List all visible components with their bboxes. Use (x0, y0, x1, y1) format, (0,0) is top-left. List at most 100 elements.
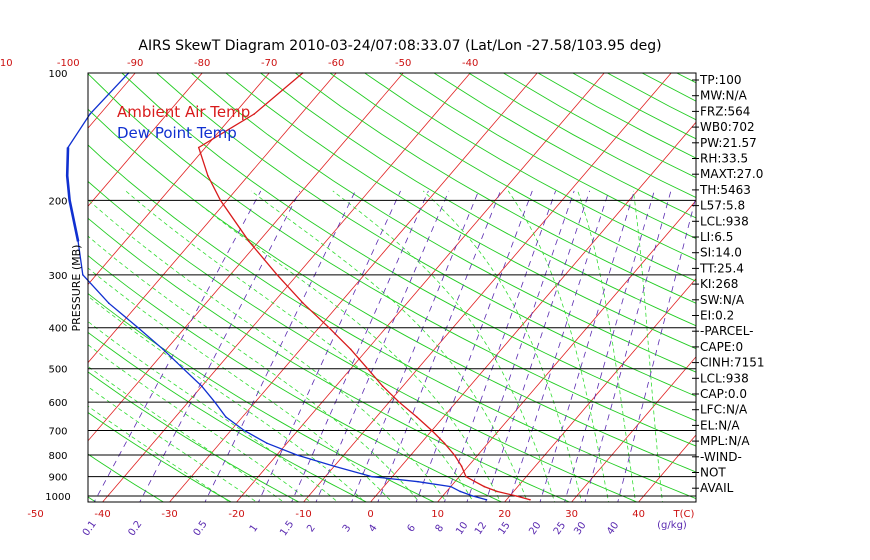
top-temp-tick: -70 (261, 58, 277, 69)
isotherm-line (88, 73, 203, 207)
grid-layer (0, 73, 870, 503)
index-label: RH:33.5 (700, 152, 748, 166)
temperature-point (328, 326, 330, 329)
dry-adiabat (121, 73, 696, 422)
dry-adiabat (88, 496, 97, 502)
bottom-temp-tick: 10 (431, 509, 444, 520)
index-label: LCL:938 (700, 371, 749, 385)
temperature-profile (197, 72, 531, 501)
moist-adiabat (88, 386, 258, 502)
pressure-tick-label: 300 (48, 271, 67, 282)
isobars (88, 199, 696, 497)
mixing-ratio-tick: 4 (367, 523, 380, 535)
plot-frame (87, 72, 697, 503)
bottom-temp-tick: 40 (632, 509, 645, 520)
pressure-tick-label: 900 (48, 473, 67, 484)
mixing-ratio-line (443, 190, 557, 502)
dry-adiabat (364, 73, 696, 261)
dewpoint-point (472, 495, 474, 497)
dry-adiabat (260, 73, 696, 327)
moist-adiabat (182, 190, 501, 502)
dry-adiabat (88, 180, 639, 502)
dry-adiabat (156, 73, 696, 397)
dry-adiabat (850, 73, 870, 503)
mixing-ratio-tick: 30 (572, 520, 588, 537)
dewpoint-point (450, 485, 452, 488)
index-label: MAXT:27.0 (700, 167, 763, 181)
moist-adiabat (88, 267, 393, 502)
bottom-temp-tick: -20 (228, 509, 244, 520)
index-label: TH:5463 (699, 183, 751, 197)
top-temp-tick: -80 (194, 58, 210, 69)
temperature-point (483, 485, 486, 488)
dry-adiabat (329, 73, 696, 282)
mixing-ratio-tick: 10 (454, 520, 470, 537)
temperature-point (366, 367, 369, 370)
temperature-point (465, 475, 467, 478)
moist-adiabat (633, 190, 663, 502)
moist-adiabat (422, 190, 583, 502)
profiles (65, 72, 531, 501)
index-label: FRZ:564 (700, 104, 750, 118)
dewpoint-point (89, 113, 91, 115)
mixing-ratio-line (204, 190, 356, 502)
bottom-temp-tick: -30 (161, 509, 177, 520)
temperature-point (443, 442, 446, 445)
pressure-tick-label: 800 (48, 451, 67, 462)
bottom-temp-tick: -50 (27, 509, 43, 520)
dewpoint-point (243, 429, 245, 432)
moist-adiabat (88, 295, 366, 502)
moist-adiabat (88, 365, 285, 502)
dewpoint-point (82, 274, 84, 276)
mixing-ratio-line (258, 190, 401, 502)
isotherm-line (88, 73, 270, 286)
mixing-ratio-tick: 20 (527, 520, 543, 537)
index-label: CAPE:0 (700, 340, 743, 354)
dry-adiabat (88, 411, 233, 502)
index-label: CINH:7151 (700, 356, 765, 370)
index-label: SW:N/A (700, 293, 745, 307)
dry-adiabat (88, 371, 300, 502)
index-label: CAP:0.0 (700, 387, 747, 401)
pressure-tick-label: 100 (48, 69, 67, 80)
isotherm-line (0, 73, 1, 502)
dewpoint-point (459, 490, 461, 493)
temperature-point (207, 175, 209, 177)
bottom-temp-tick: -10 (295, 509, 311, 520)
dry-adiabat (88, 217, 571, 502)
mixing-ratio-tick: 3 (341, 523, 354, 535)
dry-adiabat (88, 73, 696, 447)
moist-adiabat (250, 190, 528, 502)
index-label: MW:N/A (700, 89, 748, 103)
index-label: -WIND- (700, 450, 742, 464)
temperature-point (276, 274, 278, 276)
isotherm-line (88, 73, 136, 129)
moist-adiabat (88, 235, 420, 502)
dry-adiabat (88, 453, 165, 502)
dewpoint-point (296, 454, 298, 456)
temperature-point (253, 113, 255, 115)
mixing-ratio-tick: 12 (473, 520, 489, 537)
top-temp-tick: -50 (395, 58, 411, 69)
dewpoint-point (201, 385, 203, 388)
isotherm-line (773, 73, 870, 502)
dry-adiabat (88, 108, 696, 473)
index-label: L57:5.8 (700, 199, 745, 213)
dewpoint-point (371, 475, 374, 478)
mixing-ratio-line (617, 195, 696, 502)
temperature-point (219, 199, 222, 202)
mixing-ratio-tick: 8 (434, 523, 447, 535)
dry-adiabat (816, 73, 870, 503)
mixing-ratio-tick: 1.5 (278, 519, 296, 538)
bottom-temp-tick: 20 (498, 509, 511, 520)
index-label: WB0:702 (700, 120, 755, 134)
pressure-tick-label: 1000 (45, 492, 70, 503)
dry-adiabat (88, 144, 696, 500)
isotherm-line (88, 73, 337, 364)
index-label: NOT (700, 466, 726, 480)
temperature-point (496, 490, 498, 493)
temperature-point (349, 348, 352, 351)
index-label: MPL:N/A (700, 434, 750, 448)
index-label: SI:14.0 (700, 246, 742, 260)
